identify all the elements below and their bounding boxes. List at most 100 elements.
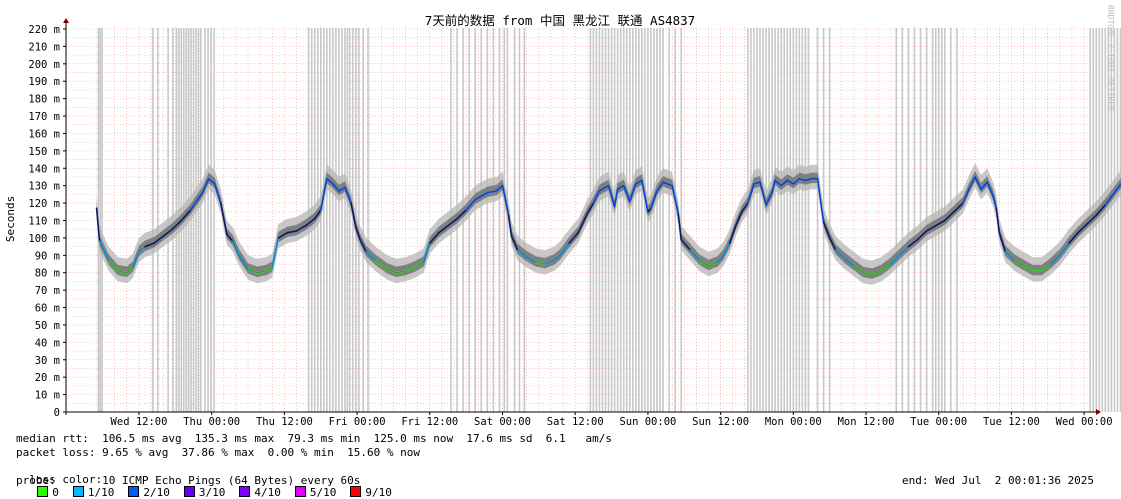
loss-spike: [492, 28, 495, 412]
legend-swatch: [72, 486, 84, 497]
y-axis-label: Seconds: [4, 196, 17, 242]
x-tick-label: Tue 12:00: [983, 416, 1040, 428]
loss-spike: [641, 28, 643, 412]
x-tick-label: Sat 00:00: [474, 416, 531, 428]
legend-item: 3/10: [183, 486, 226, 499]
y-tick-label: 50 m: [35, 320, 60, 332]
loss-spike: [349, 28, 351, 412]
loss-spike: [518, 28, 521, 412]
loss-spike: [762, 28, 764, 412]
loss-spike: [595, 28, 598, 412]
legend-label: 3/10: [198, 486, 226, 499]
loss-spike: [1107, 28, 1110, 412]
legend-swatch: [183, 486, 195, 497]
y-tick-label: 170 m: [28, 111, 60, 123]
loss-spike: [668, 28, 670, 412]
y-tick-label: 220 m: [28, 24, 60, 36]
loss-spike: [338, 28, 340, 412]
loss-spike: [768, 28, 770, 412]
end-time: end: Wed Jul 2 00:01:36 2025: [902, 474, 1095, 487]
legend-label: 1/10: [87, 486, 115, 499]
loss-spike: [783, 28, 786, 412]
y-tick-label: 40 m: [35, 337, 60, 349]
loss-spike: [786, 28, 789, 412]
loss-spike: [765, 28, 767, 412]
y-tick-label: 160 m: [28, 128, 60, 140]
legend-item: 4/10: [239, 486, 281, 499]
loss-spike: [1104, 28, 1107, 412]
loss-spike: [199, 28, 202, 412]
loss-spike: [771, 28, 773, 412]
x-tick-label: Sun 12:00: [692, 416, 749, 428]
loss-spike: [604, 28, 607, 412]
loss-spike: [753, 28, 755, 412]
loss-spike: [656, 28, 658, 412]
legend-items: 0 1/10 2/10 3/10 4/10 5/10 9/10: [37, 486, 406, 499]
loss-spike: [197, 28, 200, 412]
loss-spike: [638, 28, 640, 412]
loss-spike: [956, 28, 958, 412]
loss-spike: [367, 28, 369, 412]
loss-spike: [816, 28, 819, 412]
loss-spike: [1110, 28, 1113, 412]
loss-spike: [99, 28, 102, 412]
loss-spike: [190, 28, 192, 412]
x-tick-label: Wed 12:00: [111, 416, 168, 428]
loss-spike: [789, 28, 792, 412]
loss-spike: [756, 28, 758, 412]
loss-spike: [468, 28, 470, 412]
loss-spike: [480, 28, 483, 412]
loss-spike: [486, 28, 489, 412]
x-tick-label: Tue 00:00: [910, 416, 967, 428]
loss-spike: [192, 28, 195, 412]
x-tick-label: Thu 00:00: [183, 416, 240, 428]
median-line: [95, 176, 1121, 276]
loss-spike: [680, 28, 683, 412]
loss-spike: [613, 28, 616, 412]
loss-spike: [907, 28, 910, 412]
loss-spike: [592, 28, 595, 412]
y-tick-label: 210 m: [28, 41, 60, 53]
loss-spike: [774, 28, 776, 412]
loss-spike: [792, 28, 795, 412]
loss-spike: [344, 28, 346, 412]
loss-spike: [210, 28, 212, 412]
loss-spike: [901, 28, 904, 412]
y-tick-label: 200 m: [28, 59, 60, 71]
y-tick-label: 10 m: [35, 390, 60, 402]
y-tick-label: 100 m: [28, 233, 60, 245]
legend-swatch: [128, 486, 140, 497]
loss-spike: [644, 28, 646, 412]
y-tick-label: 30 m: [35, 355, 60, 367]
legend-swatch: [294, 486, 306, 497]
x-tick-label: Fri 12:00: [401, 416, 458, 428]
loss-spike: [777, 28, 779, 412]
loss-spike: [804, 28, 807, 412]
loss-spike: [628, 28, 631, 412]
legend-swatch: [239, 486, 251, 497]
loss-spike: [780, 28, 782, 412]
legend-label: 0: [52, 486, 59, 499]
x-tick-label: Wed 00:00: [1056, 416, 1113, 428]
loss-spike: [152, 28, 154, 412]
loss-spike: [498, 28, 501, 412]
packet-loss-stats: packet loss: 9.65 % avg 37.86 % max 0.00…: [16, 446, 420, 459]
axes: [63, 18, 1101, 415]
loss-spike: [335, 28, 337, 412]
watermark: RRDTOOL / TOBI OETIKER: [1106, 5, 1115, 111]
chart-title: 7天前的数据 from 中国 黑龙江 联通 AS4837: [425, 13, 695, 28]
loss-spike: [913, 28, 916, 412]
loss-spike: [513, 28, 516, 412]
y-axis-arrow: [63, 18, 69, 23]
legend-swatch: [37, 486, 49, 497]
y-tick-label: 110 m: [28, 216, 60, 228]
loss-spike: [801, 28, 804, 412]
loss-spike: [195, 28, 197, 412]
y-tick-label: 190 m: [28, 76, 60, 88]
y-tick-label: 0: [54, 407, 60, 419]
loss-spike: [322, 28, 325, 412]
loss-spike: [506, 28, 509, 412]
loss-spike: [213, 28, 215, 412]
legend-label: 4/10: [254, 486, 281, 499]
